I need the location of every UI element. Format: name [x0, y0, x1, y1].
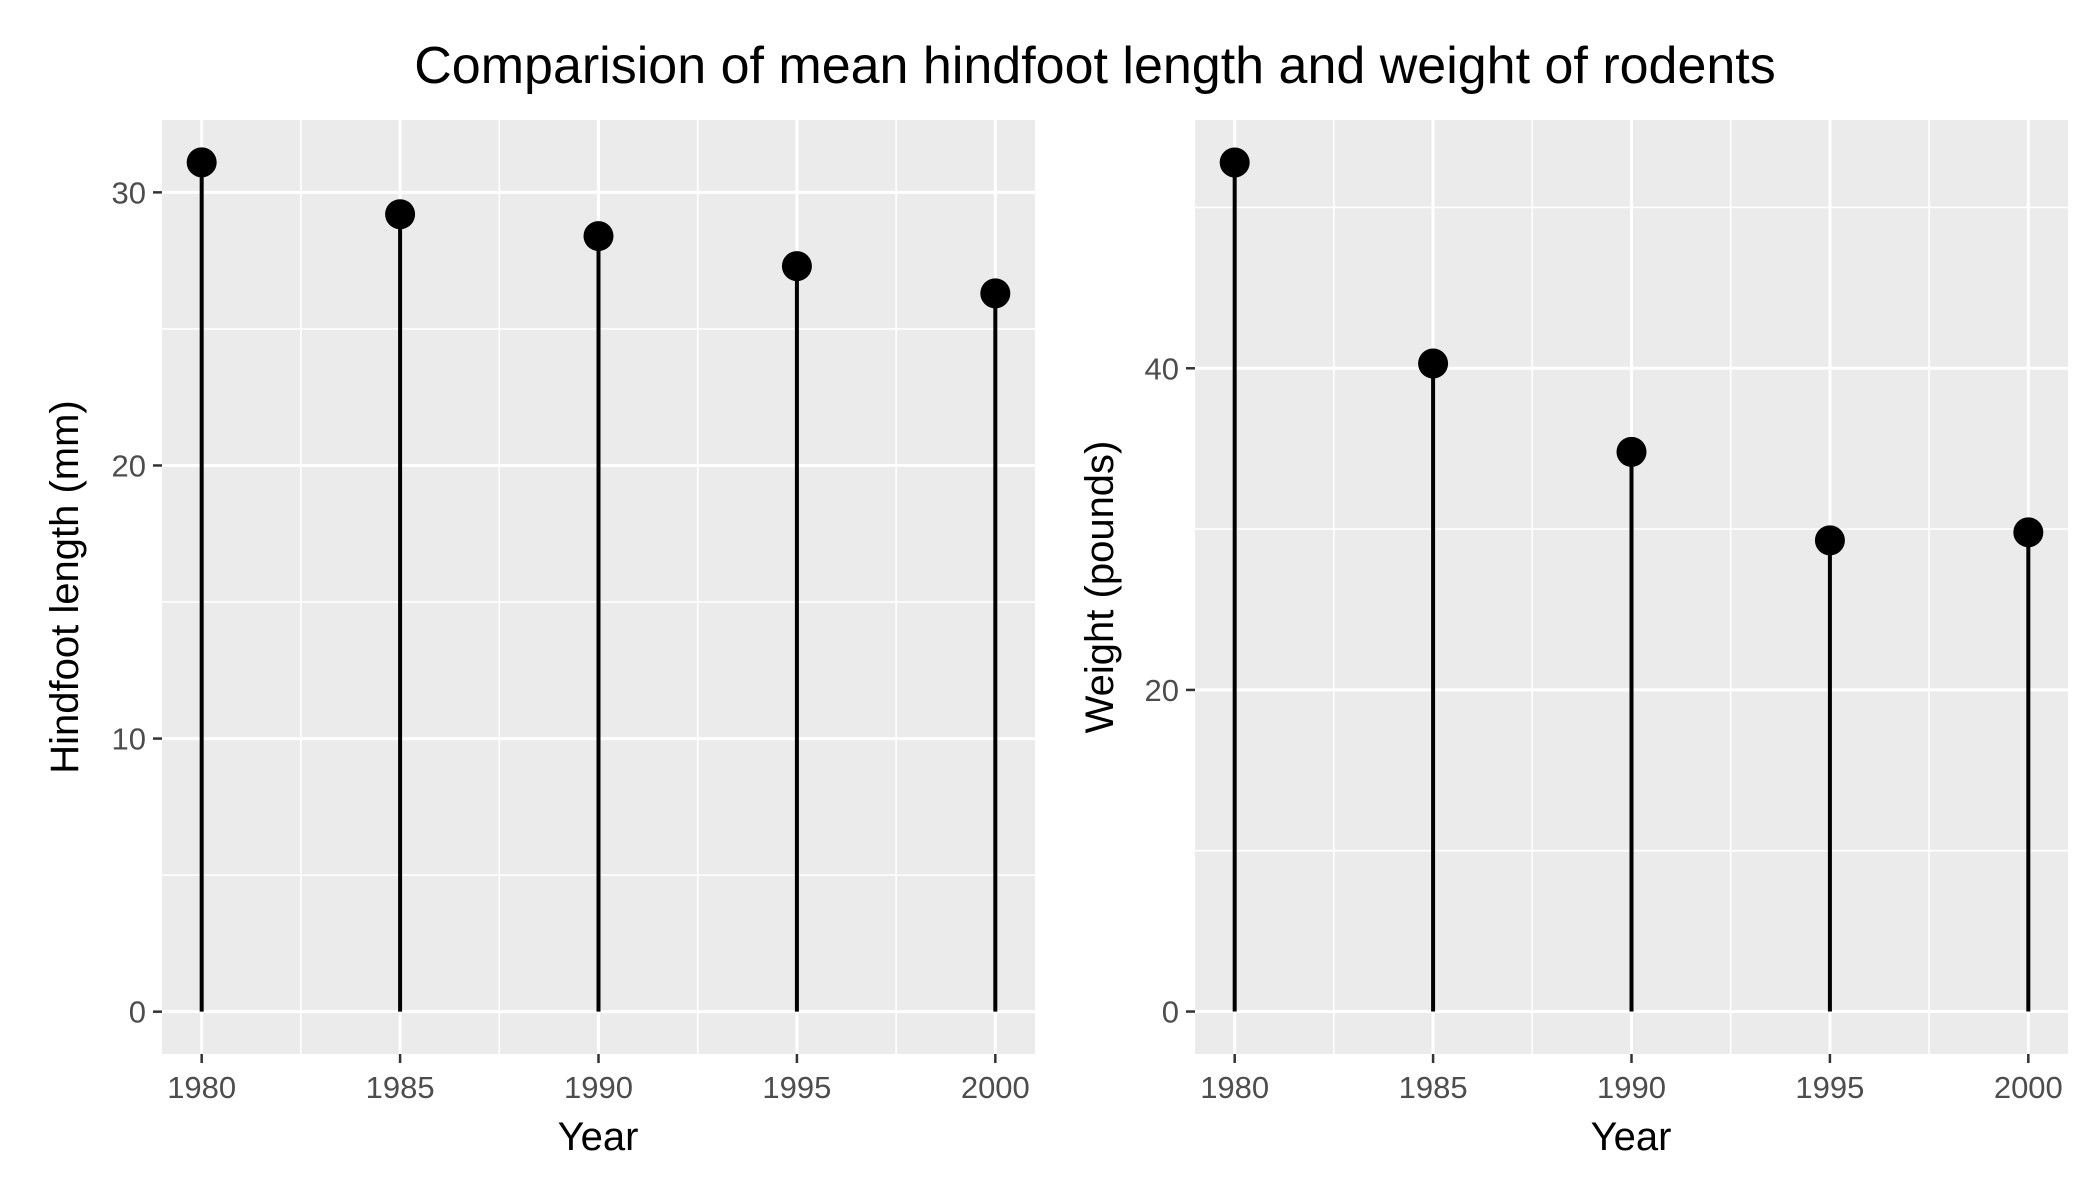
x-tick-label: 1995 — [1795, 1070, 1864, 1105]
y-tick-label: 0 — [129, 995, 146, 1030]
lollipop-point — [1418, 348, 1449, 379]
x-tick-label: 1990 — [1597, 1070, 1666, 1105]
panel-hindfoot-marks — [186, 147, 1011, 1012]
lollipop-point — [385, 199, 416, 230]
lollipop-point — [1219, 147, 1250, 178]
lollipop-point — [980, 278, 1011, 309]
panel-weight-marks — [1219, 147, 2044, 1012]
x-axis-title-hindfoot: Year — [558, 1115, 639, 1159]
x-tick-label: 1980 — [1200, 1070, 1269, 1105]
y-axis-title-weight: Weight (pounds) — [1078, 441, 1122, 734]
panel-hindfoot-ticks: 1980 1985 1990 1995 2000 0 10 20 30 — [112, 175, 1030, 1105]
y-tick-label: 10 — [112, 722, 146, 757]
x-tick-label: 2000 — [961, 1070, 1030, 1105]
y-tick-label: 20 — [1145, 673, 1179, 708]
lollipop-point — [781, 251, 812, 282]
x-tick-label: 1980 — [167, 1070, 236, 1105]
y-tick-label: 20 — [112, 448, 146, 483]
lollipop-point — [583, 221, 614, 252]
y-tick-label: 30 — [112, 175, 146, 210]
y-axis-title-hindfoot: Hindfoot length (mm) — [43, 400, 87, 773]
lollipop-point — [2013, 517, 2044, 548]
lollipop-point — [1814, 525, 1845, 556]
panel-weight-ticks: 1980 1985 1990 1995 2000 0 20 40 — [1145, 351, 2063, 1105]
lollipop-point — [1616, 436, 1647, 467]
x-axis-title-weight: Year — [1591, 1115, 1672, 1159]
chart-title: Comparision of mean hindfoot length and … — [414, 37, 1776, 95]
x-tick-label: 1990 — [564, 1070, 633, 1105]
panel-hindfoot: 1980 1985 1990 1995 2000 0 10 20 30 Year Hindfoo… — [43, 120, 1035, 1159]
x-tick-label: 1985 — [366, 1070, 435, 1105]
x-tick-label: 2000 — [1994, 1070, 2063, 1105]
lollipop-point — [186, 147, 217, 178]
panel-weight: 1980 1985 1990 1995 2000 0 20 40 Year Weight (p… — [1078, 120, 2068, 1159]
y-tick-label: 0 — [1162, 995, 1179, 1030]
x-tick-label: 1995 — [762, 1070, 831, 1105]
y-tick-label: 40 — [1145, 351, 1179, 386]
x-tick-label: 1985 — [1399, 1070, 1468, 1105]
